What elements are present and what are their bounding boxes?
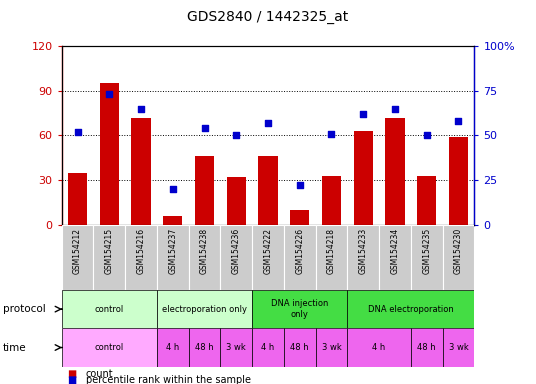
Text: GSM154215: GSM154215 [105, 228, 114, 274]
Bar [157, 290, 252, 328]
Text: GSM154218: GSM154218 [327, 228, 336, 274]
Bar [443, 225, 474, 290]
Bar [322, 175, 341, 225]
Bar [347, 225, 379, 290]
Point [422, 132, 431, 139]
Bar [220, 328, 252, 367]
Bar [157, 225, 189, 290]
Text: control: control [95, 305, 124, 314]
Bar [100, 83, 119, 225]
Text: electroporation only: electroporation only [162, 305, 247, 314]
Bar [62, 225, 93, 290]
Bar [316, 328, 347, 367]
Text: 4 h: 4 h [262, 343, 274, 352]
Point [391, 106, 399, 112]
Bar [252, 328, 284, 367]
Text: 48 h: 48 h [418, 343, 436, 352]
Point [137, 106, 145, 112]
Bar [125, 225, 157, 290]
Bar [227, 177, 246, 225]
Bar [252, 225, 284, 290]
Text: 3 wk: 3 wk [322, 343, 341, 352]
Text: GSM154237: GSM154237 [168, 228, 177, 274]
Text: GSM154212: GSM154212 [73, 228, 82, 274]
Text: DNA electroporation: DNA electroporation [368, 305, 454, 314]
Point [359, 111, 368, 117]
Point [264, 120, 272, 126]
Text: GSM154226: GSM154226 [295, 228, 304, 274]
Point [200, 125, 209, 131]
Text: 48 h: 48 h [195, 343, 214, 352]
Text: 4 h: 4 h [373, 343, 386, 352]
Text: GSM154238: GSM154238 [200, 228, 209, 274]
Bar [417, 175, 436, 225]
Bar [220, 225, 252, 290]
Bar [163, 216, 182, 225]
Bar [252, 290, 347, 328]
Text: count: count [86, 369, 114, 379]
Bar [443, 328, 474, 367]
Bar [258, 156, 278, 225]
Text: ■: ■ [67, 375, 76, 384]
Point [327, 131, 336, 137]
Text: 48 h: 48 h [291, 343, 309, 352]
Point [295, 182, 304, 189]
Text: ■: ■ [67, 369, 76, 379]
Text: GSM154236: GSM154236 [232, 228, 241, 274]
Bar [347, 328, 411, 367]
Text: percentile rank within the sample: percentile rank within the sample [86, 375, 251, 384]
Bar [449, 137, 468, 225]
Bar [290, 210, 309, 225]
Bar [411, 328, 443, 367]
Bar [347, 290, 474, 328]
Text: GDS2840 / 1442325_at: GDS2840 / 1442325_at [188, 10, 348, 23]
Text: GSM154234: GSM154234 [391, 228, 399, 274]
Bar [411, 225, 443, 290]
Bar [62, 328, 157, 367]
Bar [195, 156, 214, 225]
Point [73, 129, 82, 135]
Bar [189, 225, 220, 290]
Text: time: time [3, 343, 26, 353]
Bar [62, 290, 157, 328]
Bar [131, 118, 151, 225]
Bar [68, 172, 87, 225]
Text: protocol: protocol [3, 304, 46, 314]
Text: 4 h: 4 h [166, 343, 180, 352]
Bar [316, 225, 347, 290]
Point [232, 132, 241, 139]
Text: DNA injection
only: DNA injection only [271, 300, 329, 319]
Text: GSM154230: GSM154230 [454, 228, 463, 274]
Bar [284, 225, 316, 290]
Point [454, 118, 463, 124]
Text: GSM154216: GSM154216 [137, 228, 145, 274]
Text: 3 wk: 3 wk [226, 343, 246, 352]
Bar [284, 328, 316, 367]
Bar [189, 328, 220, 367]
Point [105, 91, 114, 98]
Text: 3 wk: 3 wk [449, 343, 468, 352]
Text: control: control [95, 343, 124, 352]
Text: GSM154235: GSM154235 [422, 228, 431, 274]
Bar [93, 225, 125, 290]
Point [168, 186, 177, 192]
Bar [354, 131, 373, 225]
Bar [379, 225, 411, 290]
Text: GSM154233: GSM154233 [359, 228, 368, 274]
Bar [157, 328, 189, 367]
Text: GSM154222: GSM154222 [264, 228, 272, 274]
Bar [385, 118, 405, 225]
